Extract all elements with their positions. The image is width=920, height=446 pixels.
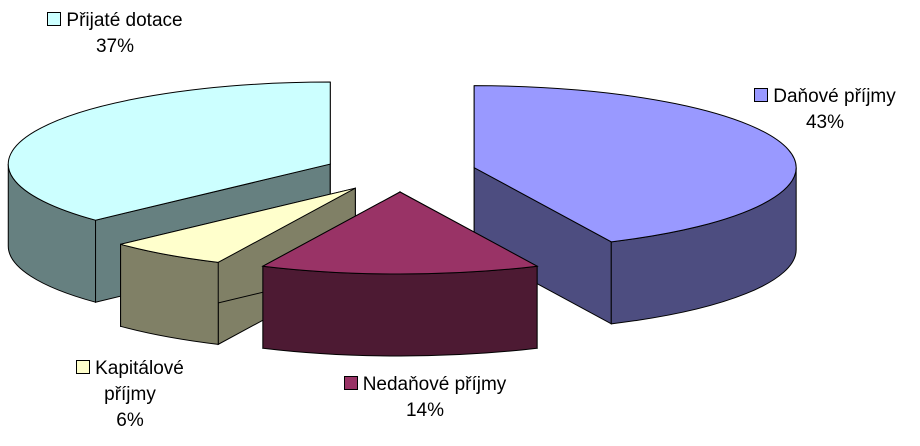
category-label: Daňové příjmy [773, 86, 896, 107]
legend-key [754, 88, 769, 102]
slice-outer-wall [262, 265, 538, 357]
slice [473, 85, 797, 243]
data-label: Přijaté dotace 37% [0, 8, 245, 60]
legend-key [76, 360, 91, 374]
value-label: 43% [805, 112, 845, 133]
category-label: Přijaté dotace [66, 10, 183, 31]
slice [120, 187, 356, 263]
data-label: Daňové příjmy 43% [695, 84, 920, 136]
data-label: Kapitálové příjmy 6% [55, 356, 205, 434]
legend-key [47, 12, 62, 26]
value-label: 14% [405, 400, 445, 421]
data-label: Nedaňové příjmy 14% [295, 372, 555, 424]
legend-key [343, 376, 358, 390]
value-label: 37% [95, 36, 135, 57]
category-label: Nedaňové příjmy [362, 374, 507, 395]
slice [261, 191, 539, 275]
slice [7, 81, 331, 221]
value-label: 6% [116, 410, 144, 431]
category-label: Kapitálové příjmy [95, 358, 184, 405]
